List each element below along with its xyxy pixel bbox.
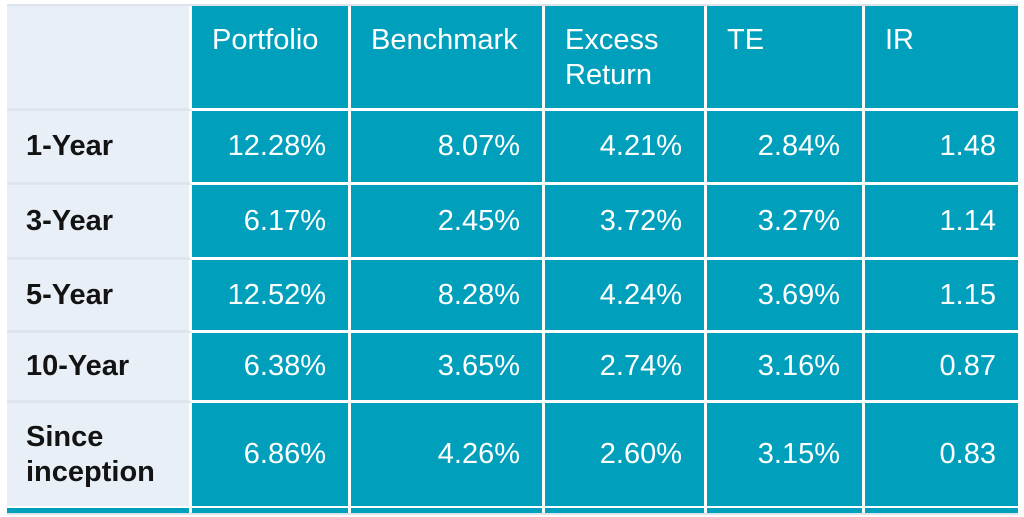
row-label-since-inception: Since inception bbox=[7, 403, 192, 508]
header-corner-cell bbox=[7, 6, 192, 111]
cell-1-year-ir: 1.48 bbox=[865, 111, 1018, 185]
row-label-10-year: 10-Year bbox=[7, 333, 192, 403]
bottom-strip-segment bbox=[545, 508, 707, 513]
row-label-5-year: 5-Year bbox=[7, 260, 192, 333]
cell-1-year-te: 2.84% bbox=[707, 111, 865, 185]
cell-5-year-te: 3.69% bbox=[707, 260, 865, 333]
cell-1-year-excess-return: 4.21% bbox=[545, 111, 707, 185]
cell-10-year-portfolio: 6.38% bbox=[192, 333, 351, 403]
header-cell-portfolio: Portfolio bbox=[192, 6, 351, 111]
cell-5-year-benchmark: 8.28% bbox=[351, 260, 545, 333]
cell-10-year-ir: 0.87 bbox=[865, 333, 1018, 403]
bottom-strip-segment bbox=[192, 508, 351, 513]
cell-since-inception-ir: 0.83 bbox=[865, 403, 1018, 508]
row-label-1-year: 1-Year bbox=[7, 111, 192, 185]
cell-since-inception-portfolio: 6.86% bbox=[192, 403, 351, 508]
header-cell-te: TE bbox=[707, 6, 865, 111]
cell-3-year-excess-return: 3.72% bbox=[545, 185, 707, 260]
cell-3-year-te: 3.27% bbox=[707, 185, 865, 260]
header-cell-benchmark: Benchmark bbox=[351, 6, 545, 111]
header-cell-excess-return: Excess Return bbox=[545, 6, 707, 111]
cell-3-year-benchmark: 2.45% bbox=[351, 185, 545, 260]
performance-table: Portfolio Benchmark Excess Return TE IR … bbox=[7, 4, 1018, 515]
bottom-strip-segment bbox=[7, 508, 192, 513]
cell-since-inception-benchmark: 4.26% bbox=[351, 403, 545, 508]
bottom-strip-segment bbox=[707, 508, 865, 513]
bottom-strip-segment bbox=[351, 508, 545, 513]
cell-1-year-portfolio: 12.28% bbox=[192, 111, 351, 185]
cell-1-year-benchmark: 8.07% bbox=[351, 111, 545, 185]
cell-5-year-ir: 1.15 bbox=[865, 260, 1018, 333]
cell-since-inception-te: 3.15% bbox=[707, 403, 865, 508]
cell-10-year-benchmark: 3.65% bbox=[351, 333, 545, 403]
cell-5-year-portfolio: 12.52% bbox=[192, 260, 351, 333]
cell-3-year-portfolio: 6.17% bbox=[192, 185, 351, 260]
cell-10-year-excess-return: 2.74% bbox=[545, 333, 707, 403]
cell-since-inception-excess-return: 2.60% bbox=[545, 403, 707, 508]
bottom-strip-segment bbox=[865, 508, 1018, 513]
cell-5-year-excess-return: 4.24% bbox=[545, 260, 707, 333]
cell-3-year-ir: 1.14 bbox=[865, 185, 1018, 260]
header-cell-ir: IR bbox=[865, 6, 1018, 111]
row-label-3-year: 3-Year bbox=[7, 185, 192, 260]
cell-10-year-te: 3.16% bbox=[707, 333, 865, 403]
